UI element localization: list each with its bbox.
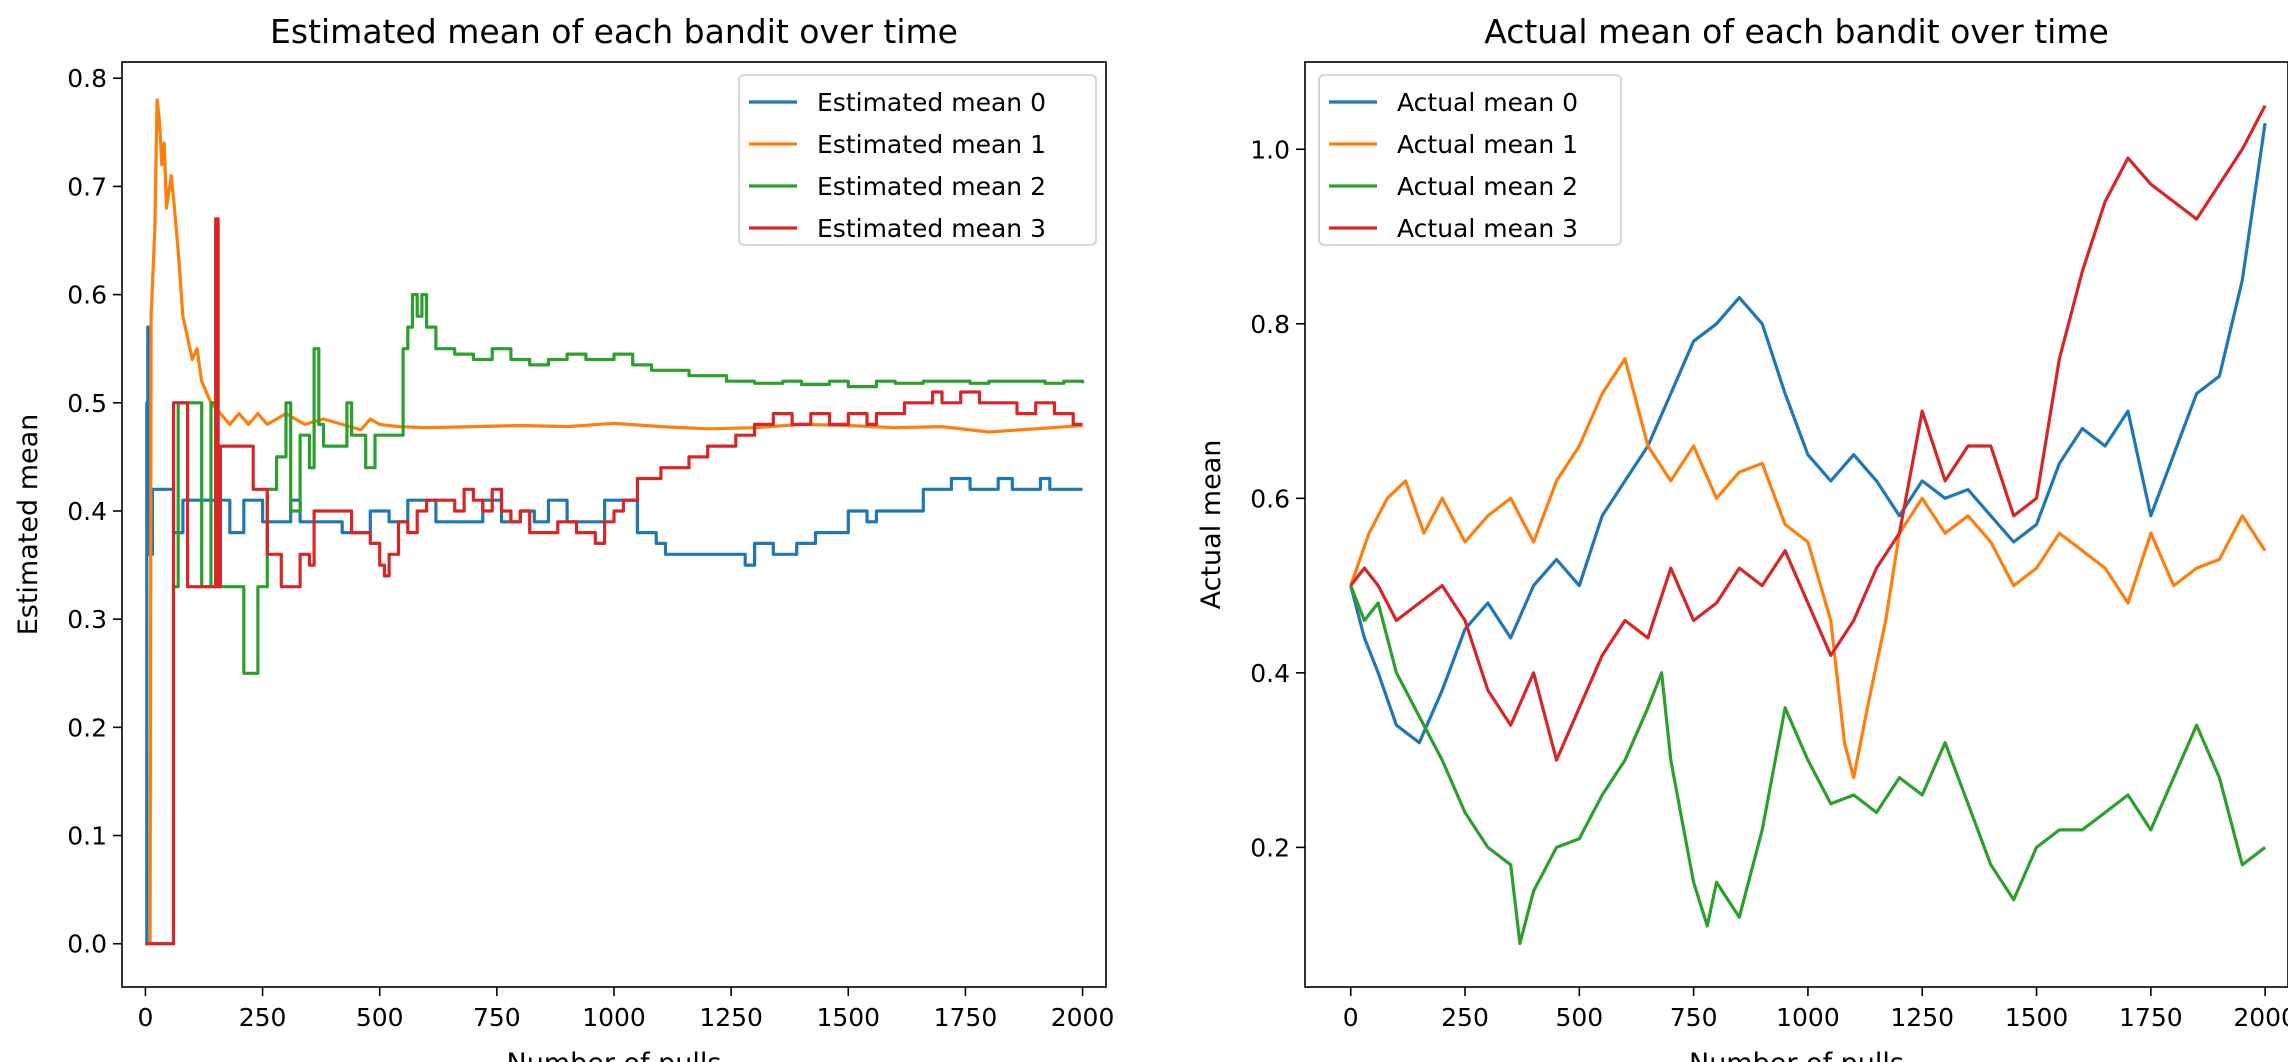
y-tick-label: 0.7: [67, 172, 107, 201]
legend-label-0: Estimated mean 0: [817, 88, 1046, 117]
legend-label-3: Estimated mean 3: [817, 214, 1046, 243]
y-tick-label: 0.5: [67, 389, 107, 418]
x-tick-label: 250: [239, 1003, 287, 1032]
x-tick-label: 500: [356, 1003, 404, 1032]
legend-label-2: Actual mean 2: [1397, 172, 1578, 201]
x-tick-label: 2000: [2233, 1003, 2288, 1032]
y-tick-label: 0.4: [67, 497, 107, 526]
x-tick-label: 1000: [1776, 1003, 1840, 1032]
series-line-1: [1349, 357, 2267, 780]
y-axis-label: Estimated mean: [13, 414, 44, 636]
x-tick-label: 0: [1343, 1003, 1359, 1032]
series-line-1: [145, 98, 1083, 946]
y-axis-label: Actual mean: [1196, 440, 1227, 610]
y-tick-label: 1.0: [1250, 135, 1290, 164]
legend-label-1: Actual mean 1: [1397, 130, 1578, 159]
y-tick-label: 0.2: [67, 713, 107, 742]
series-line-3: [145, 217, 1083, 946]
y-tick-label: 0.2: [1250, 833, 1290, 862]
chart-title: Estimated mean of each bandit over time: [270, 12, 958, 51]
y-tick-label: 0.8: [1250, 310, 1290, 339]
legend: Actual mean 0 Actual mean 1 Actual mean 2 A…: [1318, 74, 1622, 246]
y-tick-label: 0.6: [1250, 484, 1290, 513]
chart-title: Actual mean of each bandit over time: [1484, 12, 2109, 51]
series-line-0: [1349, 122, 2267, 745]
legend: Estimated mean 0 Estimated mean 1 Estimate…: [738, 74, 1097, 246]
x-tick-label: 1500: [816, 1003, 880, 1032]
legend-box: [738, 74, 1097, 246]
y-tick-label: 0.1: [67, 822, 107, 851]
chart-estimated-mean: Estimated mean of each bandit over time 0…: [13, 12, 1114, 1062]
x-tick-label: 0: [137, 1003, 153, 1032]
chart-actual-mean: Actual mean of each bandit over time 0 250…: [1196, 12, 2288, 1062]
x-tick-label: 250: [1441, 1003, 1489, 1032]
y-tick-label: 0.8: [67, 64, 107, 93]
series-line-0: [145, 325, 1083, 946]
x-tick-label: 2000: [1051, 1003, 1115, 1032]
series-line-2: [145, 293, 1085, 946]
legend-label-1: Estimated mean 1: [817, 130, 1046, 159]
y-tick-label: 0.4: [1250, 659, 1290, 688]
x-tick-label: 1500: [2005, 1003, 2069, 1032]
y-tick-label: 0.6: [67, 281, 107, 310]
y-tick-label: 0.3: [67, 605, 107, 634]
x-tick-label: 500: [1555, 1003, 1603, 1032]
y-tick-label: 0.0: [67, 930, 107, 959]
legend-label-3: Actual mean 3: [1397, 214, 1578, 243]
x-axis-label: Number of pulls: [507, 1048, 722, 1062]
x-tick-label: 750: [1670, 1003, 1718, 1032]
series-line-2: [1349, 585, 2267, 945]
axes-frame: [1304, 61, 2288, 988]
x-tick-label: 750: [473, 1003, 521, 1032]
x-axis-label: Number of pulls: [1689, 1048, 1904, 1062]
x-tick-label: 1750: [934, 1003, 998, 1032]
x-tick-label: 1250: [1890, 1003, 1954, 1032]
series-line-3: [1349, 104, 2267, 762]
x-tick-label: 1250: [699, 1003, 763, 1032]
legend-label-0: Actual mean 0: [1397, 88, 1578, 117]
x-tick-label: 1750: [2119, 1003, 2183, 1032]
legend-box: [1318, 74, 1622, 246]
legend-label-2: Estimated mean 2: [817, 172, 1046, 201]
x-tick-label: 1000: [582, 1003, 646, 1032]
